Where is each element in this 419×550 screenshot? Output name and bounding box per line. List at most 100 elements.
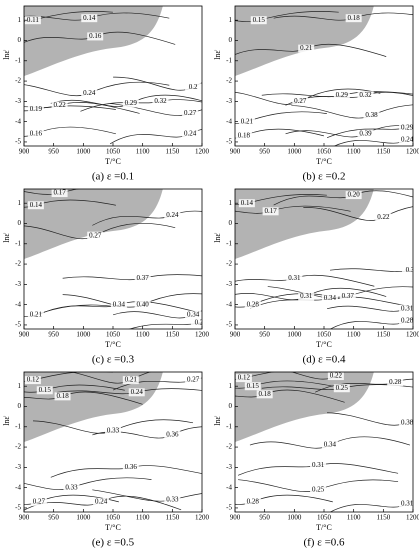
y-tick-label: -3 <box>226 97 232 105</box>
x-tick-label: 1150 <box>376 514 390 522</box>
contour-label: 0.28 <box>247 497 260 505</box>
contour-label: 0.31 <box>300 292 313 300</box>
y-tick-label: -2 <box>15 443 21 451</box>
x-tick-label: 1050 <box>106 514 121 522</box>
contour-label: 0.18 <box>348 14 361 22</box>
label-bg <box>363 111 380 120</box>
panel: 0.120.150.18 0.22 0.25 0.28 0.38 0.34 0.31 0.25… <box>213 371 419 549</box>
x-axis-label: T/°C <box>105 157 121 166</box>
label-bg <box>333 91 350 100</box>
x-tick-label: 1050 <box>106 148 121 156</box>
x-tick-label: 1200 <box>195 331 210 339</box>
panel: 0.11 0.14 0.16 0.2 0.19 0.22 0.24 0.29 0.32 0.27 0… <box>2 5 210 183</box>
label-bg <box>27 105 44 114</box>
y-tick-label: 0 <box>229 36 233 44</box>
label-bg <box>51 101 68 110</box>
plot-area: 0.11 0.14 0.16 0.2 0.19 0.22 0.24 0.29 0.32 0.27 0… <box>24 6 202 145</box>
caption: (d) ε =0.4 <box>303 354 346 366</box>
x-axis-label: T/°C <box>316 157 332 166</box>
contour-label: 0.36 <box>125 463 138 471</box>
label-bg <box>327 372 344 381</box>
label-bg <box>36 386 53 395</box>
label-bg <box>27 201 44 210</box>
label-bg <box>250 16 267 25</box>
label-bg <box>30 497 47 506</box>
x-tick-label: 1050 <box>317 148 332 156</box>
y-tick-label: -1 <box>226 422 232 430</box>
contour-label: 0.25 <box>336 384 349 392</box>
contour-label: 0.19 <box>30 105 43 113</box>
label-bg <box>262 207 279 216</box>
label-bg <box>87 231 104 240</box>
contour-label: 0.15 <box>253 16 266 24</box>
label-bg <box>81 14 98 23</box>
x-tick-label: 1050 <box>317 514 332 522</box>
contour-label: 0.28 <box>389 378 402 386</box>
y-tick-label: 0 <box>18 219 22 227</box>
contour-line <box>24 126 116 137</box>
y-tick-label: -2 <box>226 260 232 268</box>
contour-label: 0.15 <box>39 386 52 394</box>
y-tick-label: -4 <box>226 483 232 491</box>
y-tick-label: -3 <box>226 280 232 288</box>
x-tick-label: 950 <box>259 514 270 522</box>
x-tick-label: 950 <box>259 331 270 339</box>
x-tick-label: 1000 <box>76 331 91 339</box>
label-bg <box>357 91 374 100</box>
y-tick-label: 0 <box>229 402 233 410</box>
label-bg <box>105 426 121 435</box>
y-axis-label: lnε̇ <box>213 415 222 426</box>
label-bg <box>339 292 356 301</box>
contour-label: 0.18 <box>238 131 251 139</box>
caption: (a) ε =0.1 <box>92 171 134 183</box>
y-axis-label: lnε̇ <box>213 232 222 243</box>
contour-label: 0.20 <box>348 191 361 199</box>
instability-region <box>235 6 374 76</box>
label-bg <box>375 213 392 222</box>
x-tick-label: 1100 <box>136 148 150 156</box>
label-bg <box>399 123 413 132</box>
plot-area: 0.12 0.15 0.18 0.21 0.24 0.27 0.33 0.36 0.36 0.33… <box>24 372 202 511</box>
y-tick-label: -5 <box>226 138 232 146</box>
contour-label: 0.11 <box>27 16 39 24</box>
label-bg <box>238 199 255 208</box>
label-bg <box>235 374 252 383</box>
y-tick-label: -1 <box>226 56 232 64</box>
contour-label: 0.27 <box>33 497 46 505</box>
contour-label: 0.18 <box>56 392 69 400</box>
contour-label: 0.33 <box>107 426 120 434</box>
contour-label: 0.3 <box>406 266 415 274</box>
x-tick-label: 950 <box>48 331 59 339</box>
x-tick-label: 900 <box>230 514 241 522</box>
label-bg <box>87 32 104 41</box>
label-bg <box>93 497 110 506</box>
y-tick-label: 1 <box>18 16 22 24</box>
contour-label: 0.12 <box>27 376 40 384</box>
contour-label: 0.32 <box>359 91 372 99</box>
x-tick-label: 1150 <box>376 331 390 339</box>
panel: 0.14 0.17 0.20 0.22 0.3 0.31 0.28 0.31 0.34 0.37 0… <box>213 188 419 366</box>
y-tick-label: -3 <box>15 97 21 105</box>
x-tick-label: 1100 <box>136 514 150 522</box>
plot-area: 0.15 0.18 0.21 0.27 0.29 0.32 0.38 0.39 0.29 0.21… <box>235 6 413 146</box>
x-tick-label: 950 <box>48 148 59 156</box>
contour-label: 0.33 <box>166 495 179 503</box>
panel: 0.170.140.240.270.370.34 0.400.340.20.219… <box>2 188 210 366</box>
contour-label: 0.38 <box>365 111 378 119</box>
y-axis-label: lnε̇ <box>2 49 11 60</box>
plot-area: 0.120.150.18 0.22 0.25 0.28 0.38 0.34 0.31 0.25… <box>235 372 413 512</box>
x-tick-label: 1100 <box>136 331 150 339</box>
x-axis-label: T/°C <box>105 523 121 532</box>
x-tick-label: 1050 <box>317 331 332 339</box>
y-tick-label: -4 <box>15 300 21 308</box>
x-tick-label: 1150 <box>165 148 179 156</box>
label-bg <box>122 99 139 108</box>
contour-label: 0.29 <box>336 91 349 99</box>
label-bg <box>24 376 41 385</box>
label-bg <box>244 300 261 309</box>
contour-label: 0.34 <box>187 310 200 318</box>
x-tick-label: 1100 <box>347 514 361 522</box>
label-bg <box>54 392 71 401</box>
contour-label: 0.22 <box>53 101 66 109</box>
instability-region <box>235 189 374 259</box>
